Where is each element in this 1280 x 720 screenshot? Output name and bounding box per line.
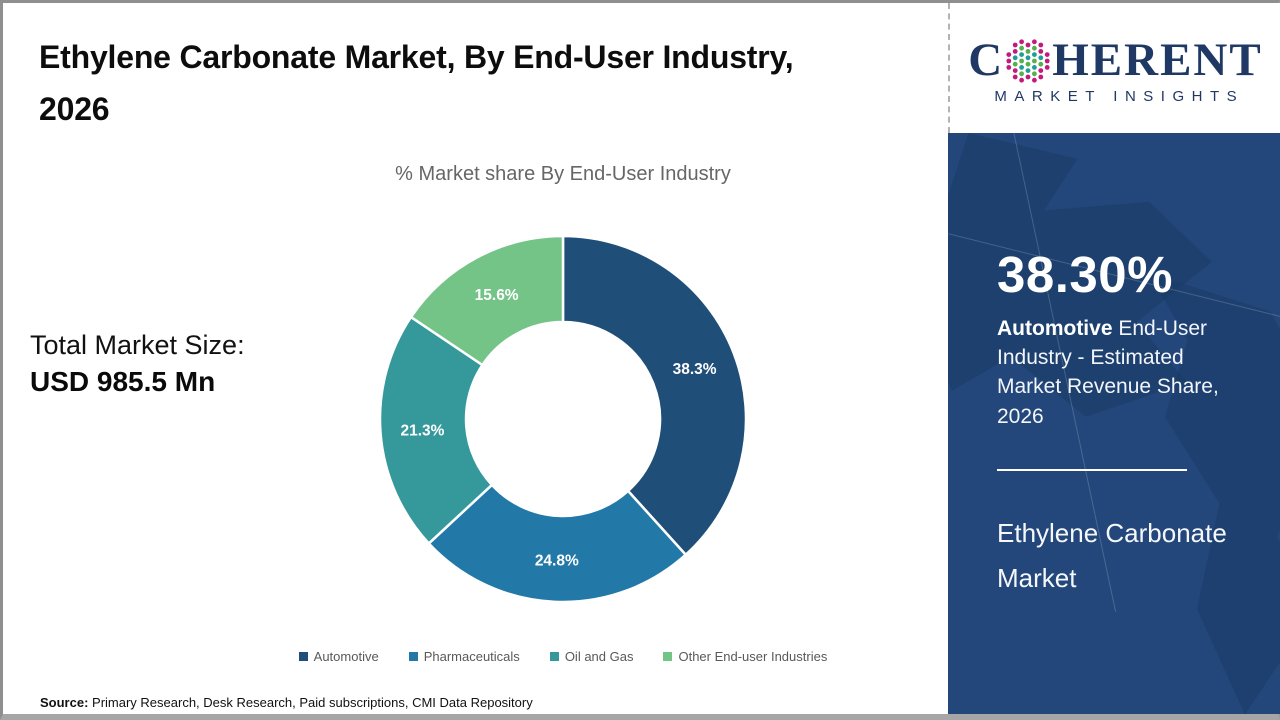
page-title: Ethylene Carbonate Market, By End-User I… xyxy=(39,39,794,128)
logo-tagline: MARKET INSIGHTS xyxy=(994,88,1245,105)
stat-description-bold: Automotive xyxy=(997,317,1113,340)
globe-dot xyxy=(1006,58,1012,63)
total-market-size-block: Total Market Size: USD 985.5 Mn xyxy=(30,327,245,401)
globe-dot xyxy=(1006,51,1012,57)
brand-logo: C HERENT xyxy=(968,37,1262,84)
content-panel: Ethylene Carbonate Market, By End-User I… xyxy=(3,3,948,714)
globe-dot xyxy=(1032,51,1038,57)
chart-title: % Market share By End-User Industry xyxy=(395,163,731,185)
globe-dot xyxy=(1006,64,1012,70)
globe-dot xyxy=(1019,38,1025,44)
globe-dot xyxy=(1013,67,1018,73)
globe-dot xyxy=(1038,74,1044,79)
total-market-size-label: Total Market Size: xyxy=(30,330,245,360)
globe-dot xyxy=(1025,74,1031,79)
total-market-size-value: USD 985.5 Mn xyxy=(30,366,216,398)
coherent-globe-icon xyxy=(1006,38,1050,83)
globe-dot xyxy=(1013,54,1018,60)
legend-label: Other End-user Industries xyxy=(678,649,828,664)
globe-dot xyxy=(1038,54,1044,60)
highlight-stat-description: Automotive End-User Industry - Estimated… xyxy=(997,314,1241,431)
globe-dot xyxy=(1019,64,1025,70)
globe-dot xyxy=(1019,45,1025,51)
donut-segment-pharmaceuticals xyxy=(427,483,688,604)
globe-dot xyxy=(1045,58,1050,63)
donut-segment-label: 38.3% xyxy=(673,361,717,378)
globe-dot xyxy=(1025,48,1031,54)
donut-segment-label: 15.6% xyxy=(475,287,519,304)
chart-legend: Automotive Pharmaceuticals Oil and Gas Othe… xyxy=(163,649,963,664)
legend-swatch-icon xyxy=(663,652,673,661)
globe-dot xyxy=(1019,58,1025,63)
globe-dot xyxy=(1032,70,1038,76)
donut-chart: 38.3% 24.8% 21.3% 15.6% xyxy=(362,218,764,620)
sidebar-body: 38.30% Automotive End-User Industry - Es… xyxy=(948,133,1280,714)
globe-dot xyxy=(1013,48,1018,54)
globe-dot xyxy=(1019,77,1025,83)
legend-label: Automotive xyxy=(313,649,379,664)
globe-dot xyxy=(1032,45,1038,51)
globe-dot xyxy=(1025,54,1031,60)
globe-dot xyxy=(1038,67,1044,73)
report-product-name: Ethylene Carbonate Market xyxy=(997,517,1227,593)
globe-dot xyxy=(1019,70,1025,76)
legend-item: Oil and Gas xyxy=(549,649,634,664)
sidebar-divider xyxy=(997,468,1187,471)
globe-dot xyxy=(1038,48,1044,54)
donut-segment-oil-and-gas xyxy=(378,315,494,546)
globe-dot xyxy=(1045,51,1050,57)
globe-dot xyxy=(1025,42,1031,47)
legend-swatch-icon xyxy=(408,652,418,661)
source-line: Source: Primary Research, Desk Research,… xyxy=(40,695,533,710)
globe-dot xyxy=(1013,42,1018,47)
logo-word-end: HERENT xyxy=(1052,34,1263,86)
globe-dot xyxy=(1013,74,1018,79)
globe-dot xyxy=(1032,64,1038,70)
legend-swatch-icon xyxy=(298,652,308,661)
globe-dot xyxy=(1013,61,1018,67)
legend-item: Other End-user Industries xyxy=(663,649,827,664)
donut-segment-label: 21.3% xyxy=(400,423,444,440)
source-label: Source: xyxy=(40,695,89,710)
source-text: Primary Research, Desk Research, Paid su… xyxy=(88,695,533,710)
globe-dot xyxy=(1038,61,1044,67)
globe-dot xyxy=(1045,64,1050,70)
globe-dot xyxy=(1032,58,1038,63)
donut-segment-label: 24.8% xyxy=(535,552,579,569)
legend-label: Pharmaceuticals xyxy=(423,649,520,664)
legend-item: Pharmaceuticals xyxy=(408,649,520,664)
globe-dot xyxy=(1032,38,1038,44)
highlight-stat-value: 38.30% xyxy=(997,246,1173,303)
globe-dot xyxy=(1038,42,1044,47)
globe-dot xyxy=(1025,67,1031,73)
legend-swatch-icon xyxy=(549,652,559,661)
logo-word-start: C xyxy=(968,34,1005,86)
globe-dot xyxy=(1019,51,1025,57)
donut-chart-svg: 38.3% 24.8% 21.3% 15.6% xyxy=(378,234,748,604)
legend-item: Automotive xyxy=(298,649,379,664)
donut-segment-automotive xyxy=(561,234,748,557)
legend-label: Oil and Gas xyxy=(564,649,634,664)
donut-segment-other-end-user-industries xyxy=(409,234,565,367)
globe-dot xyxy=(1032,77,1038,83)
sidebar: C HERENT MARKET INSIGHTS 38.30% Automoti… xyxy=(948,3,1280,714)
stat-description-rest: End-User Industry - Estimated Market Rev… xyxy=(997,317,1219,428)
brand-logo-panel: C HERENT MARKET INSIGHTS xyxy=(948,3,1280,133)
sidebar-content: 38.30% Automotive End-User Industry - Es… xyxy=(997,133,1241,601)
globe-dot xyxy=(1025,61,1031,67)
